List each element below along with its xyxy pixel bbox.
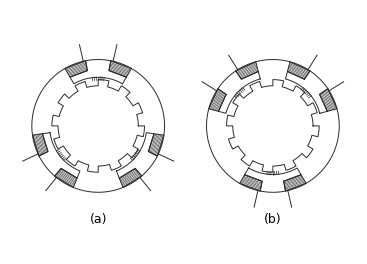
Text: (a): (a): [90, 213, 107, 226]
Text: (b): (b): [264, 213, 282, 226]
